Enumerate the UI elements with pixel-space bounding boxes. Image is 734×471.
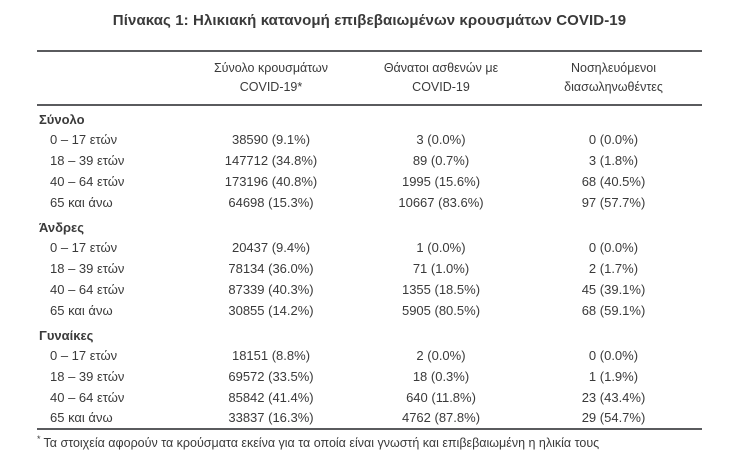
intubated-value: 0 (0.0%) — [588, 347, 639, 363]
intubated-value: 97 (57.7%) — [581, 194, 646, 210]
col-header-intubated: Νοσηλευόμενοι διασωληνωθέντες — [525, 51, 702, 106]
col-header-empty — [37, 51, 185, 106]
intubated-value: 29 (54.7%) — [581, 410, 646, 426]
intubated-value: 23 (43.4%) — [581, 389, 646, 405]
section-row-men: Άνδρες — [37, 213, 702, 237]
deaths-value: 1995 (15.6%) — [401, 173, 481, 189]
table-row: 65 και άνω 33837 (16.3%) 4762 (87.8%) 29… — [37, 408, 702, 429]
table-row: 0 – 17 ετών 20437 (9.4%) 1 (0.0%) 0 (0.0… — [37, 237, 702, 258]
intubated-value: 68 (59.1%) — [581, 302, 646, 318]
age-label: 65 και άνω — [50, 410, 113, 426]
col-header-total-cases-line2: COVID-19* — [239, 80, 303, 95]
age-label: 18 – 39 ετών — [50, 368, 125, 384]
section-label: Γυναίκες — [39, 327, 94, 343]
deaths-value: 1355 (18.5%) — [401, 281, 481, 297]
deaths-value: 10667 (83.6%) — [398, 194, 484, 210]
intubated-value: 0 (0.0%) — [588, 239, 639, 255]
col-header-total-cases-line1: Σύνολο κρουσμάτων — [213, 61, 329, 75]
table-row: 65 και άνω 30855 (14.2%) 5905 (80.5%) 68… — [37, 300, 702, 321]
age-label: 40 – 64 ετών — [50, 281, 125, 297]
col-header-deaths: Θάνατοι ασθενών με COVID-19 — [357, 51, 525, 106]
deaths-value: 71 (1.0%) — [412, 260, 470, 276]
table-row: 18 – 39 ετών 78134 (36.0%) 71 (1.0%) 2 (… — [37, 258, 702, 279]
intubated-value: 68 (40.5%) — [581, 173, 646, 189]
col-header-deaths-line1: Θάνατοι ασθενών με — [383, 61, 499, 75]
col-header-total-cases: Σύνολο κρουσμάτων COVID-19* — [185, 51, 357, 106]
table-row: 65 και άνω 64698 (15.3%) 10667 (83.6%) 9… — [37, 192, 702, 213]
footnote-marker: * — [37, 433, 41, 444]
covid-age-distribution-table: Σύνολο κρουσμάτων COVID-19* Θάνατοι ασθε… — [37, 50, 702, 430]
cases-value: 147712 (34.8%) — [224, 152, 318, 168]
age-label: 0 – 17 ετών — [50, 131, 118, 147]
table-row: 40 – 64 ετών 87339 (40.3%) 1355 (18.5%) … — [37, 279, 702, 300]
cases-value: 20437 (9.4%) — [231, 239, 311, 255]
report-page: Πίνακας 1: Ηλικιακή κατανομή επιβεβαιωμέ… — [37, 12, 702, 450]
col-header-intubated-line1: Νοσηλευόμενοι — [570, 61, 656, 75]
age-label: 65 και άνω — [50, 302, 113, 318]
deaths-value: 4762 (87.8%) — [401, 410, 481, 426]
intubated-value: 0 (0.0%) — [588, 131, 639, 147]
footnote: * Τα στοιχεία αφορούν τα κρούσματα εκείνα… — [37, 434, 702, 450]
table-row: 0 – 17 ετών 18151 (8.8%) 2 (0.0%) 0 (0.0… — [37, 345, 702, 366]
intubated-value: 1 (1.9%) — [588, 368, 639, 384]
table-row: 18 – 39 ετών 147712 (34.8%) 89 (0.7%) 3 … — [37, 150, 702, 171]
cases-value: 30855 (14.2%) — [228, 302, 314, 318]
cases-value: 18151 (8.8%) — [231, 347, 311, 363]
cases-value: 173196 (40.8%) — [224, 173, 318, 189]
cases-value: 69572 (33.5%) — [228, 368, 314, 384]
age-label: 40 – 64 ετών — [50, 389, 125, 405]
section-row-women: Γυναίκες — [37, 321, 702, 345]
col-header-intubated-line2: διασωληνωθέντες — [564, 80, 663, 95]
table-row: 18 – 39 ετών 69572 (33.5%) 18 (0.3%) 1 (… — [37, 366, 702, 387]
cases-value: 78134 (36.0%) — [228, 260, 314, 276]
col-header-deaths-line2: COVID-19 — [412, 80, 470, 95]
cases-value: 64698 (15.3%) — [228, 194, 314, 210]
cases-value: 87339 (40.3%) — [228, 281, 314, 297]
cases-value: 38590 (9.1%) — [231, 131, 311, 147]
age-label: 18 – 39 ετών — [50, 152, 125, 168]
table-row: 40 – 64 ετών 173196 (40.8%) 1995 (15.6%)… — [37, 171, 702, 192]
section-row-total: Σύνολο — [37, 105, 702, 129]
deaths-value: 89 (0.7%) — [412, 152, 470, 168]
header-row: Σύνολο κρουσμάτων COVID-19* Θάνατοι ασθε… — [37, 51, 702, 106]
intubated-value: 2 (1.7%) — [588, 260, 639, 276]
deaths-value: 2 (0.0%) — [416, 347, 466, 363]
intubated-value: 45 (39.1%) — [581, 281, 646, 297]
deaths-value: 3 (0.0%) — [416, 131, 466, 147]
age-label: 65 και άνω — [50, 194, 113, 210]
deaths-value: 640 (11.8%) — [406, 389, 476, 405]
cases-value: 85842 (41.4%) — [228, 389, 314, 405]
cases-value: 33837 (16.3%) — [228, 410, 314, 426]
table-row: 40 – 64 ετών 85842 (41.4%) 640 (11.8%) 2… — [37, 387, 702, 408]
deaths-value: 5905 (80.5%) — [401, 302, 481, 318]
page-title: Πίνακας 1: Ηλικιακή κατανομή επιβεβαιωμέ… — [112, 12, 627, 29]
age-label: 0 – 17 ετών — [50, 239, 118, 255]
deaths-value: 18 (0.3%) — [412, 368, 470, 384]
age-label: 40 – 64 ετών — [50, 173, 125, 189]
table-row: 0 – 17 ετών 38590 (9.1%) 3 (0.0%) 0 (0.0… — [37, 129, 702, 150]
intubated-value: 3 (1.8%) — [588, 152, 639, 168]
age-label: 0 – 17 ετών — [50, 347, 118, 363]
deaths-value: 1 (0.0%) — [416, 239, 466, 255]
section-label: Άνδρες — [39, 219, 84, 235]
footnote-text: Τα στοιχεία αφορούν τα κρούσματα εκείνα … — [43, 435, 600, 450]
section-label: Σύνολο — [39, 112, 85, 128]
age-label: 18 – 39 ετών — [50, 260, 125, 276]
